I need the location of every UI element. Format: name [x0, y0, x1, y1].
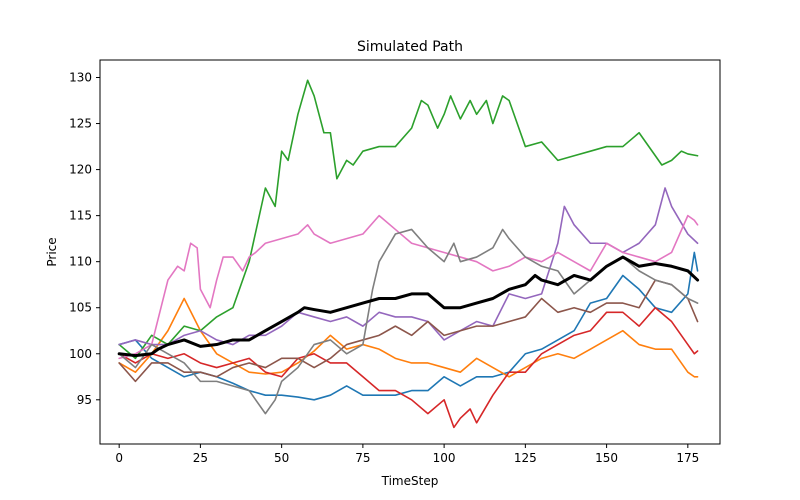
y-axis-label: Price — [45, 237, 59, 266]
series-line-9 — [117, 255, 700, 358]
series-line-2 — [118, 297, 699, 378]
series-line-6 — [118, 279, 699, 383]
x-tick-label: 175 — [676, 451, 699, 465]
x-axis-label: TimeStep — [381, 474, 439, 488]
y-tick-label: 110 — [69, 255, 92, 269]
y-tick-label: 130 — [69, 70, 92, 84]
plot-area-frame — [99, 59, 721, 445]
y-axis: 95 100 105 110 115 120 125 130 — [69, 70, 100, 407]
series-line-1 — [118, 251, 699, 401]
chart-title: Simulated Path — [357, 39, 463, 55]
series-line-3 — [118, 79, 699, 360]
y-tick-label: 115 — [69, 209, 92, 223]
x-tick-label: 25 — [193, 451, 208, 465]
y-tick-label: 120 — [69, 163, 92, 177]
series-layer — [117, 79, 700, 429]
y-tick-label: 100 — [69, 347, 92, 361]
y-tick-label: 105 — [69, 301, 92, 315]
x-axis: 0 25 50 75 100 125 150 175 — [115, 444, 699, 465]
x-tick-label: 150 — [595, 451, 618, 465]
x-tick-label: 75 — [355, 451, 370, 465]
x-tick-label: 125 — [514, 451, 537, 465]
y-tick-label: 95 — [77, 393, 92, 407]
x-tick-label: 50 — [274, 451, 289, 465]
y-tick-label: 125 — [69, 117, 92, 131]
series-line-7 — [118, 214, 699, 360]
x-tick-label: 100 — [433, 451, 456, 465]
x-tick-label: 0 — [115, 451, 123, 465]
series-line-4 — [118, 306, 699, 429]
